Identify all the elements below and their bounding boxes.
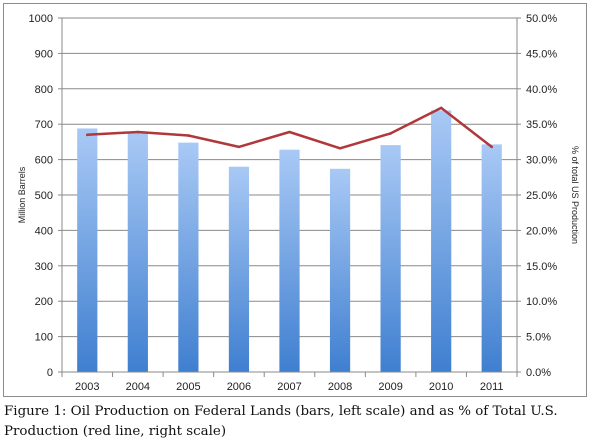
x-tick-label: 2003 <box>75 381 99 393</box>
y-axis-title-left: Million Barrels <box>17 166 27 223</box>
y-tick-label-right: 10.0% <box>526 296 557 308</box>
line-point <box>490 145 494 149</box>
line-point <box>187 134 190 137</box>
y-tick-label-left: 900 <box>35 48 53 60</box>
line-point <box>338 146 342 150</box>
y-tick-label-right: 20.0% <box>526 225 557 237</box>
y-tick-label-left: 800 <box>35 84 53 96</box>
bar <box>279 149 300 372</box>
axes: 0 0.0% 100 5.0% 200 10.0% 300 15.0% 400 20.0% 500 2… <box>29 13 558 393</box>
bar <box>380 145 401 372</box>
y-tick-label-right: 0.0% <box>526 367 551 379</box>
y-tick-label-left: 700 <box>35 119 53 131</box>
y-tick-label-left: 100 <box>35 332 53 344</box>
bar-series <box>77 110 502 373</box>
x-tick-label: 2010 <box>429 381 453 393</box>
y-tick-label-left: 200 <box>35 296 53 308</box>
line-point <box>85 133 89 137</box>
y-tick-label-left: 1000 <box>29 13 53 25</box>
y-tick-label-right: 45.0% <box>526 48 557 60</box>
y-tick-label-right: 15.0% <box>526 261 557 273</box>
y-tick-label-right: 40.0% <box>526 84 557 96</box>
y-tick-label-right: 25.0% <box>526 190 557 202</box>
figure-caption: Figure 1: Oil Production on Federal Land… <box>4 404 558 439</box>
y-tick-label-left: 300 <box>35 261 53 273</box>
x-tick-label: 2006 <box>227 381 251 393</box>
line-point <box>136 130 140 134</box>
bar <box>431 110 452 373</box>
bar <box>178 142 199 372</box>
chart: 0 0.0% 100 5.0% 200 10.0% 300 15.0% 400 20.0% 500 2… <box>17 13 580 393</box>
bar <box>127 132 148 372</box>
line-point <box>288 130 291 134</box>
y-tick-label-right: 30.0% <box>526 155 557 167</box>
y-tick-label-right: 5.0% <box>526 332 551 344</box>
bar <box>329 168 351 372</box>
y-axis-title-right: % of total US Production <box>570 146 580 244</box>
y-tick-label-left: 400 <box>35 225 53 237</box>
line-point <box>237 145 241 149</box>
x-tick-label: 2007 <box>277 381 301 393</box>
y-tick-label-right: 50.0% <box>526 13 557 25</box>
line-series <box>85 106 494 150</box>
bar <box>228 166 250 372</box>
y-tick-label-left: 500 <box>35 190 53 202</box>
line-point <box>439 106 443 110</box>
y-tick-label-right: 35.0% <box>526 119 557 131</box>
x-tick-label: 2004 <box>126 381 150 393</box>
bar <box>481 144 502 372</box>
y-tick-label-left: 0 <box>47 367 53 379</box>
x-tick-label: 2005 <box>176 381 200 393</box>
x-tick-label: 2011 <box>480 381 504 393</box>
bar <box>77 128 98 372</box>
line-point <box>389 132 392 135</box>
x-tick-label: 2008 <box>328 381 352 393</box>
line-path <box>87 106 493 150</box>
y-tick-label-left: 600 <box>35 155 53 167</box>
x-tick-label: 2009 <box>378 381 402 393</box>
